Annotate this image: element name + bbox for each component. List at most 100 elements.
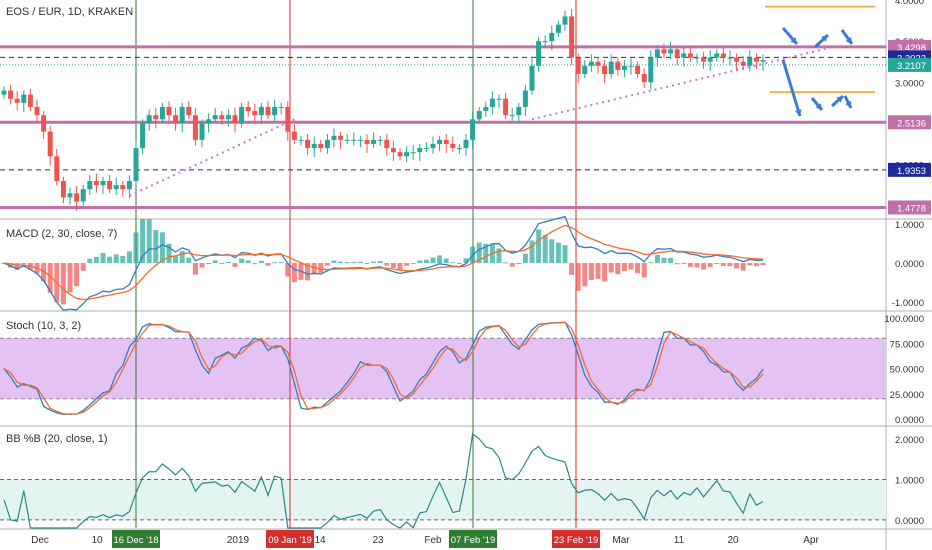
macd-histogram-bar	[701, 263, 707, 270]
candle-body	[720, 53, 726, 58]
macd-histogram-bar	[159, 232, 165, 264]
stoch-tick: 0.0000	[895, 415, 924, 426]
candle-body	[654, 49, 660, 58]
price-tick: 4.0000	[895, 0, 924, 7]
macd-histogram-bar	[417, 260, 423, 264]
macd-histogram-bar	[621, 263, 627, 272]
candle-body	[437, 139, 443, 144]
macd-histogram-bar	[437, 255, 443, 264]
candle-body	[371, 139, 377, 144]
stoch-k-line	[3, 321, 764, 416]
time-label: 14	[314, 535, 326, 546]
trendline-dotted	[128, 118, 295, 197]
candle-body	[206, 119, 212, 124]
macd-histogram-bar	[47, 263, 53, 293]
candle-body	[628, 65, 634, 67]
macd-histogram-bar	[113, 254, 119, 264]
bb-panel-series	[3, 432, 764, 529]
macd-histogram-bar	[291, 263, 297, 283]
candle-body	[575, 57, 581, 75]
candle-body	[34, 106, 40, 116]
time-tag	[266, 530, 314, 548]
level-tag-text: 3.4298	[897, 43, 926, 54]
candle-body	[661, 49, 667, 54]
macd-tick: 0.0000	[895, 259, 924, 270]
macd-histogram-bar	[324, 263, 330, 266]
candle-body	[126, 180, 132, 190]
candle-body	[344, 139, 350, 141]
candle-body	[503, 98, 509, 116]
time-tag-text: 16 Dec '18	[113, 535, 158, 546]
macd-histogram-bar	[608, 263, 614, 273]
candle-body	[285, 106, 291, 132]
candle-body	[93, 180, 99, 186]
stoch-tick: 25.0000	[890, 390, 924, 401]
candle-body	[456, 148, 462, 150]
candle-body	[476, 111, 482, 120]
macd-histogram-bar	[87, 258, 93, 264]
macd-histogram-bar	[674, 263, 680, 265]
bb-tick: 0.0000	[895, 516, 924, 527]
macd-histogram-bar	[483, 243, 489, 264]
macd-histogram-bar	[628, 263, 634, 270]
candle-body	[516, 106, 522, 116]
candle-body	[291, 131, 297, 140]
candle-body	[305, 139, 311, 149]
candle-body	[621, 65, 627, 70]
candle-body	[186, 106, 192, 116]
arrow-head	[845, 37, 852, 44]
candle-body	[153, 115, 159, 120]
price-axis: 4.00003.50003.00002.50002.00001.50003.42…	[884, 0, 931, 527]
candle-body	[67, 193, 73, 198]
macd-histogram-bar	[179, 251, 185, 264]
level-tag	[888, 162, 931, 177]
macd-tick: 1.0000	[895, 220, 924, 231]
candle-body	[21, 94, 27, 103]
stoch-panel-series	[3, 321, 764, 416]
bb-band-fill	[0, 479, 886, 520]
candle-body	[410, 152, 416, 154]
candle-body	[707, 57, 713, 62]
candle-body	[470, 119, 476, 140]
macd-histogram-bar	[384, 263, 390, 266]
macd-histogram-bar	[753, 263, 759, 267]
macd-histogram-bar	[476, 242, 482, 264]
macd-histogram-bar	[536, 229, 542, 264]
candle-body	[734, 57, 740, 62]
macd-histogram-bar	[542, 235, 548, 264]
candle-body	[47, 131, 53, 157]
candle-body	[463, 139, 469, 149]
candle-body	[588, 61, 594, 66]
macd-histogram-bar	[648, 262, 654, 264]
macd-histogram-bar	[463, 258, 469, 264]
level-tag-text: 1.9353	[897, 166, 926, 177]
macd-histogram-bar	[410, 263, 416, 265]
bb-tick: 1.0000	[895, 476, 924, 487]
time-tag-text: 23 Feb '19	[554, 535, 599, 546]
candle-body	[331, 135, 337, 140]
candle-body	[146, 115, 152, 124]
macd-histogram-bar	[331, 260, 337, 264]
candle-body	[602, 65, 608, 75]
candle-body	[192, 115, 198, 140]
stoch-tick: 100.0000	[884, 314, 924, 325]
candle-body	[338, 135, 344, 140]
macd-histogram-bar	[338, 261, 344, 264]
macd-histogram-bar	[305, 263, 311, 281]
macd-histogram-bar	[245, 260, 251, 264]
macd-histogram-bar	[397, 263, 403, 270]
chart-title: EOS / EUR, 1D, KRAKEN	[6, 6, 133, 18]
candle-body	[245, 106, 251, 112]
stoch-band-fill	[0, 338, 886, 399]
time-label: Mar	[612, 535, 630, 546]
macd-histogram-bar	[153, 230, 159, 264]
macd-histogram-bar	[67, 263, 73, 293]
time-label: 2019	[227, 535, 250, 546]
candle-body	[357, 139, 363, 141]
macd-histogram-bar	[562, 245, 568, 264]
candle-body	[252, 111, 258, 116]
candle-body	[199, 123, 205, 140]
macd-histogram-bar	[549, 239, 555, 264]
bb-tick: 2.0000	[895, 435, 924, 446]
